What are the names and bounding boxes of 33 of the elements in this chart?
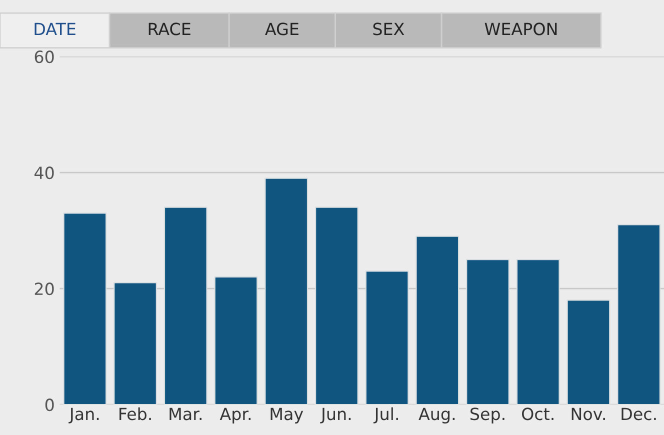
y-tick-label: 60	[34, 50, 54, 64]
bar	[114, 282, 157, 405]
x-tick-label: Feb.	[120, 407, 151, 420]
x-tick-label: Jun.	[320, 408, 351, 424]
bar	[264, 178, 308, 405]
bar	[365, 270, 409, 405]
text: WEAPON	[484, 22, 557, 36]
x-tick-label: Aug.	[418, 408, 455, 424]
bar	[315, 206, 358, 405]
bar	[516, 258, 560, 405]
x-tick-label: May	[270, 408, 304, 424]
y-tick-label: 40	[34, 166, 54, 180]
text: AGE	[265, 22, 298, 36]
x-tick-label: Oct.	[522, 408, 554, 420]
text: SEX	[373, 22, 404, 36]
text: RACE	[148, 22, 190, 36]
y-tick-label: 0	[45, 398, 54, 412]
x-tick-label: Sep.	[470, 408, 504, 424]
text: DATE	[34, 22, 76, 36]
x-tick-label: Nov.	[572, 408, 605, 420]
x-tick-label: Jul.	[373, 407, 398, 424]
bar	[466, 258, 510, 405]
bar	[214, 276, 258, 405]
x-tick-label: Jan.	[68, 408, 99, 424]
bar	[566, 300, 610, 405]
y-tick-label: 20	[34, 282, 54, 296]
bar	[164, 206, 208, 405]
bar	[617, 224, 661, 405]
bar	[416, 236, 460, 405]
x-tick-label: Dec.	[622, 408, 656, 420]
bar	[63, 212, 107, 405]
x-tick-label: Mar.	[170, 408, 202, 420]
x-tick-label: Apr.	[220, 408, 251, 424]
